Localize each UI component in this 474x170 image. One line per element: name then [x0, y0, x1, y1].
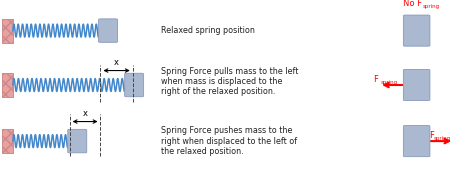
FancyBboxPatch shape — [403, 70, 430, 101]
Text: Spring Force pulls mass to the left
when mass is displaced to the
right of the r: Spring Force pulls mass to the left when… — [161, 67, 299, 97]
Text: x: x — [82, 109, 88, 118]
Text: Relaxed spring position: Relaxed spring position — [161, 26, 255, 35]
Text: F: F — [374, 75, 378, 84]
Text: x: x — [114, 58, 119, 67]
Bar — [2, 19, 13, 42]
Text: No F: No F — [402, 0, 421, 8]
FancyBboxPatch shape — [99, 19, 118, 42]
Bar — [2, 19, 13, 42]
FancyBboxPatch shape — [403, 125, 430, 157]
Text: spring: spring — [381, 80, 398, 85]
Text: spring: spring — [434, 136, 451, 141]
Bar — [2, 73, 13, 97]
Text: Spring Force pushes mass to the
right when displaced to the left of
the relaxed : Spring Force pushes mass to the right wh… — [161, 126, 297, 156]
FancyBboxPatch shape — [125, 73, 144, 97]
Text: spring: spring — [422, 4, 440, 9]
Bar — [2, 129, 13, 153]
Bar — [2, 73, 13, 97]
Text: F: F — [429, 131, 434, 140]
FancyBboxPatch shape — [68, 129, 87, 153]
Bar — [2, 129, 13, 153]
FancyBboxPatch shape — [403, 15, 430, 46]
